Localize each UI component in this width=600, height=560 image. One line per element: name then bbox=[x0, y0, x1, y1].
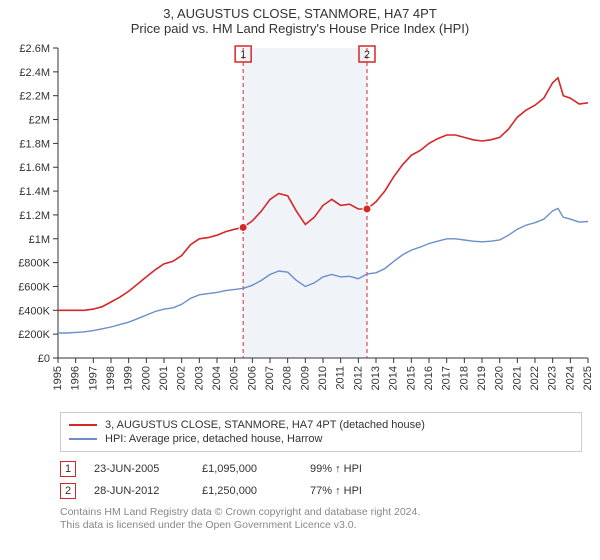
svg-text:2006: 2006 bbox=[246, 366, 258, 390]
attrib-line-1: Contains HM Land Registry data © Crown c… bbox=[60, 506, 582, 519]
svg-text:2020: 2020 bbox=[494, 366, 506, 390]
svg-text:1998: 1998 bbox=[105, 366, 117, 390]
svg-text:1997: 1997 bbox=[87, 366, 99, 390]
attrib-line-2: This data is licensed under the Open Gov… bbox=[60, 519, 582, 532]
svg-text:2001: 2001 bbox=[158, 366, 170, 390]
svg-text:2014: 2014 bbox=[388, 366, 400, 390]
transaction-pct: 99% ↑ HPI bbox=[310, 463, 362, 475]
chart-area: £0 £200K £400K £600K £800K £1M £1.2M £1.4M £1.6M… bbox=[0, 38, 600, 408]
svg-text:1996: 1996 bbox=[70, 366, 82, 390]
legend-label: 3, AUGUSTUS CLOSE, STANMORE, HA7 4PT (de… bbox=[105, 419, 425, 431]
svg-text:2000: 2000 bbox=[140, 366, 152, 390]
legend-swatch bbox=[69, 424, 97, 426]
svg-text:2012: 2012 bbox=[352, 366, 364, 390]
chart-container: 3, AUGUSTUS CLOSE, STANMORE, HA7 4PT Pri… bbox=[0, 0, 600, 560]
transaction-row: 2 28-JUN-2012 £1,250,000 77% ↑ HPI bbox=[60, 480, 582, 502]
transaction-pct: 77% ↑ HPI bbox=[310, 485, 362, 497]
svg-text:2009: 2009 bbox=[299, 366, 311, 390]
svg-text:1999: 1999 bbox=[123, 366, 135, 390]
svg-text:2008: 2008 bbox=[282, 366, 294, 390]
legend: 3, AUGUSTUS CLOSE, STANMORE, HA7 4PT (de… bbox=[60, 412, 582, 452]
transaction-marker: 2 bbox=[60, 483, 76, 499]
svg-text:£2.6M: £2.6M bbox=[19, 43, 50, 55]
svg-text:2021: 2021 bbox=[511, 366, 523, 390]
legend-swatch bbox=[69, 438, 97, 440]
svg-text:£1.6M: £1.6M bbox=[19, 162, 50, 174]
svg-text:2005: 2005 bbox=[229, 366, 241, 390]
transactions: 1 23-JUN-2005 £1,095,000 99% ↑ HPI 2 28-JUN-2… bbox=[60, 458, 582, 502]
svg-text:£1M: £1M bbox=[29, 234, 50, 246]
legend-label: HPI: Average price, detached house, Harr… bbox=[105, 433, 322, 445]
svg-text:2019: 2019 bbox=[476, 366, 488, 390]
svg-text:2011: 2011 bbox=[335, 366, 347, 390]
transaction-date: 28-JUN-2012 bbox=[94, 485, 184, 497]
svg-text:2024: 2024 bbox=[564, 366, 576, 390]
transaction-price: £1,095,000 bbox=[202, 463, 292, 475]
svg-text:2013: 2013 bbox=[370, 366, 382, 390]
legend-item: HPI: Average price, detached house, Harr… bbox=[69, 432, 573, 446]
svg-text:£200K: £200K bbox=[18, 329, 50, 341]
attribution: Contains HM Land Registry data © Crown c… bbox=[60, 506, 582, 532]
svg-text:£2M: £2M bbox=[29, 115, 50, 127]
transaction-marker: 1 bbox=[60, 461, 76, 477]
chart-subtitle: Price paid vs. HM Land Registry's House … bbox=[10, 21, 590, 36]
svg-text:2007: 2007 bbox=[264, 366, 276, 390]
transaction-price: £1,250,000 bbox=[202, 485, 292, 497]
svg-text:2025: 2025 bbox=[582, 366, 594, 390]
transaction-row: 1 23-JUN-2005 £1,095,000 99% ↑ HPI bbox=[60, 458, 582, 480]
bottom-panel: 3, AUGUSTUS CLOSE, STANMORE, HA7 4PT (de… bbox=[0, 408, 600, 538]
transaction-date: 23-JUN-2005 bbox=[94, 463, 184, 475]
svg-text:2015: 2015 bbox=[405, 366, 417, 390]
svg-text:2022: 2022 bbox=[529, 366, 541, 390]
svg-text:2010: 2010 bbox=[317, 366, 329, 390]
svg-text:2023: 2023 bbox=[547, 366, 559, 390]
svg-text:2018: 2018 bbox=[458, 366, 470, 390]
svg-text:1995: 1995 bbox=[52, 366, 64, 390]
svg-text:£800K: £800K bbox=[18, 258, 50, 270]
svg-text:£2.4M: £2.4M bbox=[19, 67, 50, 79]
svg-text:£400K: £400K bbox=[18, 305, 50, 317]
svg-text:2: 2 bbox=[364, 49, 370, 61]
svg-text:2017: 2017 bbox=[441, 366, 453, 390]
svg-text:£2.2M: £2.2M bbox=[19, 91, 50, 103]
svg-text:2002: 2002 bbox=[176, 366, 188, 390]
svg-text:£1.4M: £1.4M bbox=[19, 186, 50, 198]
titles: 3, AUGUSTUS CLOSE, STANMORE, HA7 4PT Pri… bbox=[0, 0, 600, 38]
svg-text:£1.2M: £1.2M bbox=[19, 210, 50, 222]
svg-text:2004: 2004 bbox=[211, 366, 223, 390]
chart-title: 3, AUGUSTUS CLOSE, STANMORE, HA7 4PT bbox=[10, 6, 590, 21]
svg-text:2016: 2016 bbox=[423, 366, 435, 390]
legend-item: 3, AUGUSTUS CLOSE, STANMORE, HA7 4PT (de… bbox=[69, 418, 573, 432]
svg-text:2003: 2003 bbox=[193, 366, 205, 390]
svg-text:£1.8M: £1.8M bbox=[19, 138, 50, 150]
svg-text:£600K: £600K bbox=[18, 281, 50, 293]
svg-text:1: 1 bbox=[240, 49, 246, 61]
svg-text:£0: £0 bbox=[38, 353, 50, 365]
line-chart: £0 £200K £400K £600K £800K £1M £1.2M £1.4M £1.6M… bbox=[0, 38, 600, 408]
